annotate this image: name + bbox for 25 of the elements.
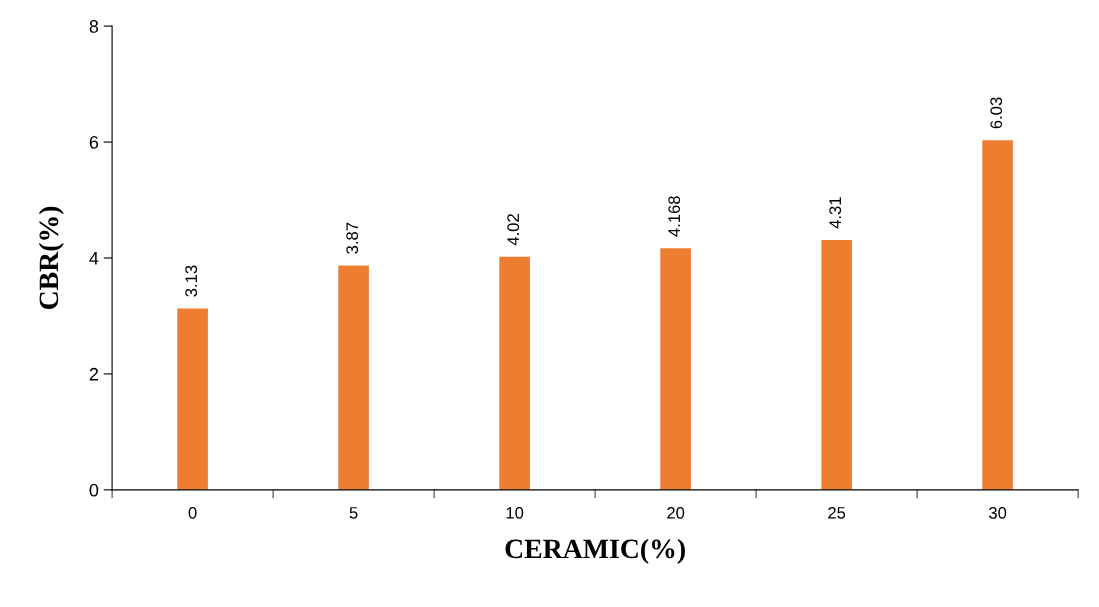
data-label: 4.31 — [829, 197, 842, 229]
bar — [338, 265, 369, 490]
x-axis-title: CERAMIC(%) — [505, 538, 685, 564]
y-tick-label: 0 — [89, 483, 99, 497]
bar — [821, 240, 852, 490]
bar — [499, 256, 530, 490]
x-tick-label: 30 — [988, 506, 1007, 519]
data-label: 4.02 — [507, 214, 520, 246]
y-tick-label: 4 — [89, 252, 99, 265]
y-tick-label: 8 — [89, 20, 99, 33]
bar — [982, 140, 1013, 490]
y-tick-label: 6 — [89, 135, 99, 149]
x-tick-label: 0 — [188, 506, 197, 519]
y-tick-label: 2 — [89, 367, 98, 381]
bar — [660, 248, 691, 490]
data-label: 4.168 — [668, 196, 681, 237]
x-tick-label: 20 — [667, 506, 685, 519]
y-axis-title: CBR(%) — [38, 206, 64, 310]
bar — [177, 308, 208, 490]
x-tick-label: 10 — [506, 506, 524, 519]
data-label: 6.03 — [990, 97, 1003, 129]
x-tick-label: 25 — [828, 506, 846, 519]
data-label: 3.87 — [346, 222, 359, 254]
data-label: 3.13 — [185, 265, 198, 297]
x-tick-label: 5 — [349, 507, 358, 519]
